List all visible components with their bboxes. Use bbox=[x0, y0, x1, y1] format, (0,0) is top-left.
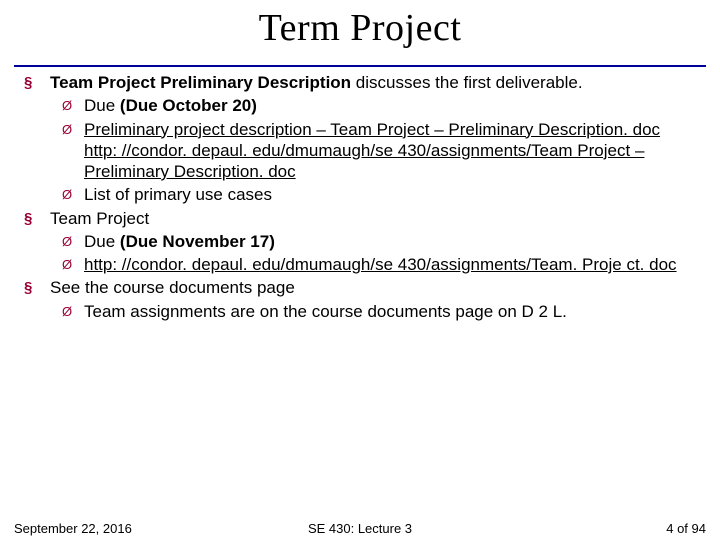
bold-run: (Due October 20) bbox=[120, 96, 257, 115]
bold-run: Team Project Preliminary Description bbox=[50, 73, 356, 92]
sub-bullet-text: List of primary use cases bbox=[84, 184, 700, 205]
sub-bullet-text: http: //condor. depaul. edu/dmumaugh/se … bbox=[84, 254, 700, 275]
bullet-item: § Team Project Preliminary Description d… bbox=[24, 72, 700, 93]
sub-bullet-item: Ø List of primary use cases bbox=[62, 184, 700, 205]
section-icon: § bbox=[24, 72, 50, 93]
sub-bullet-text: Team assignments are on the course docum… bbox=[84, 301, 700, 322]
bullet-text: See the course documents page bbox=[50, 277, 700, 298]
section-icon: § bbox=[24, 277, 50, 298]
arrow-icon: Ø bbox=[62, 301, 84, 322]
footer-course: SE 430: Lecture 3 bbox=[0, 521, 720, 536]
bullet-text: Team Project bbox=[50, 208, 700, 229]
footer: September 22, 2016 SE 430: Lecture 3 4 o… bbox=[0, 518, 720, 540]
arrow-icon: Ø bbox=[62, 119, 84, 183]
sub-bullet-text: Due (Due November 17) bbox=[84, 231, 700, 252]
footer-page: 4 of 94 bbox=[666, 521, 706, 536]
title-underline bbox=[14, 65, 706, 67]
section-icon: § bbox=[24, 208, 50, 229]
sub-bullet-item: Ø Due (Due October 20) bbox=[62, 95, 700, 116]
link-text[interactable]: http: //condor. depaul. edu/dmumaugh/se … bbox=[84, 255, 677, 274]
bold-run: (Due November 17) bbox=[120, 232, 275, 251]
slide: Term Project § Team Project Preliminary … bbox=[0, 6, 720, 540]
text-run: Due bbox=[84, 96, 120, 115]
bullet-item: § See the course documents page bbox=[24, 277, 700, 298]
arrow-icon: Ø bbox=[62, 254, 84, 275]
sub-bullet-text: Due (Due October 20) bbox=[84, 95, 700, 116]
arrow-icon: Ø bbox=[62, 184, 84, 205]
sub-bullet-item: Ø Team assignments are on the course doc… bbox=[62, 301, 700, 322]
text-run: Due bbox=[84, 232, 120, 251]
bullet-item: § Team Project bbox=[24, 208, 700, 229]
arrow-icon: Ø bbox=[62, 231, 84, 252]
sub-bullet-item: Ø http: //condor. depaul. edu/dmumaugh/s… bbox=[62, 254, 700, 275]
link-text[interactable]: Preliminary project description – Team P… bbox=[84, 120, 660, 139]
slide-title: Term Project bbox=[0, 6, 720, 50]
link-text[interactable]: http: //condor. depaul. edu/dmumaugh/se … bbox=[84, 141, 644, 181]
sub-bullet-item: Ø Due (Due November 17) bbox=[62, 231, 700, 252]
bullet-text: Team Project Preliminary Description dis… bbox=[50, 72, 700, 93]
arrow-icon: Ø bbox=[62, 95, 84, 116]
sub-bullet-text: Preliminary project description – Team P… bbox=[84, 119, 700, 183]
sub-bullet-item: Ø Preliminary project description – Team… bbox=[62, 119, 700, 183]
text-run: discusses the first deliverable. bbox=[356, 73, 583, 92]
content-area: § Team Project Preliminary Description d… bbox=[24, 72, 700, 324]
